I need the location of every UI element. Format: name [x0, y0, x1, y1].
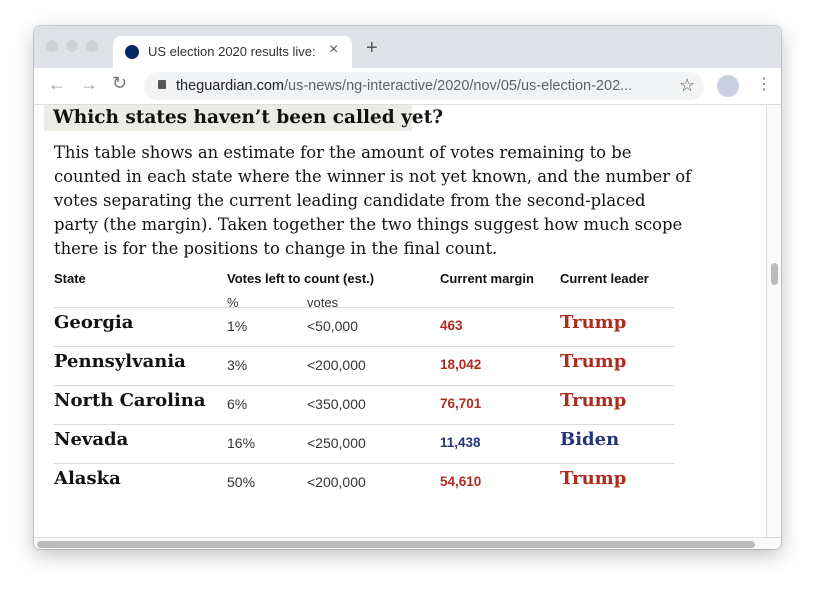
profile-avatar[interactable]: [717, 75, 739, 97]
votes-count: <200,000: [307, 474, 366, 490]
tab[interactable]: US election 2020 results live: J ×: [113, 36, 352, 68]
leader: Biden: [560, 429, 620, 450]
votes-pct: 1%: [227, 318, 248, 334]
column-header: Current margin: [440, 271, 534, 286]
scroll-thumb[interactable]: [771, 263, 778, 285]
column-header: Current leader: [560, 271, 649, 286]
votes-count: <200,000: [307, 357, 366, 373]
votes-pct: 50%: [227, 474, 256, 490]
column-header: Votes left to count (est.): [227, 271, 375, 286]
votes-count: <50,000: [307, 318, 358, 334]
row-divider: [54, 346, 674, 347]
vertical-scrollbar[interactable]: [766, 105, 781, 537]
intro: This table shows an estimate for the amo…: [54, 143, 692, 258]
margin: 18,042: [440, 357, 482, 372]
row-divider: [54, 307, 674, 308]
forward-button[interactable]: →: [80, 74, 98, 94]
state-name: Alaska: [54, 468, 121, 489]
browser-window: US election 2020 results live: J × + ← →…: [34, 26, 781, 549]
row-divider: [54, 424, 674, 425]
state-name: North Carolina: [54, 390, 206, 411]
row-divider: [54, 463, 674, 464]
leader: Trump: [560, 312, 627, 333]
row-divider: [54, 385, 674, 386]
horizontal-scrollbar[interactable]: [34, 537, 781, 549]
state-name: Georgia: [54, 312, 134, 333]
minimize-button[interactable]: [66, 40, 78, 52]
heading: Which states haven’t been called yet?: [44, 105, 443, 131]
tab-close[interactable]: ×: [329, 41, 339, 58]
votes-pct: 16%: [227, 435, 256, 451]
leader: Trump: [560, 468, 627, 489]
column-header: State: [54, 271, 86, 286]
state-name: Nevada: [54, 429, 129, 450]
margin: 11,438: [440, 435, 481, 450]
leader: Trump: [560, 351, 627, 372]
page-content: Which states haven’t been called yet? Th…: [34, 105, 766, 537]
menu-button[interactable]: ⋮: [756, 76, 772, 93]
votes-pct: 6%: [227, 396, 248, 412]
tab-strip: US election 2020 results live: J × +: [34, 26, 781, 68]
lock-icon: [158, 80, 166, 89]
back-button[interactable]: ←: [48, 74, 66, 94]
margin: 463: [440, 318, 463, 333]
state-name: Pennsylvania: [54, 351, 186, 372]
bookmark-star[interactable]: ☆: [679, 75, 696, 95]
toolbar: ← → ↻ theguardian.com/us-news/ng-interac…: [34, 68, 781, 105]
results-table: State Votes left to count (est.) Current m…: [54, 271, 674, 531]
margin: 54,610: [440, 474, 482, 489]
url-domain: theguardian.com: [176, 78, 285, 94]
url-path: /us-news/ng-interactive/2020/nov/05/us-e…: [284, 78, 633, 94]
zoom-button[interactable]: [86, 40, 98, 52]
favicon: [125, 45, 139, 59]
leader: Trump: [560, 390, 627, 411]
margin: 76,701: [440, 396, 482, 411]
votes-pct: 3%: [227, 357, 248, 373]
column-subheader: votes: [307, 295, 339, 310]
close-button[interactable]: [46, 40, 58, 52]
votes-count: <350,000: [307, 396, 366, 412]
tab-title: US election 2020 results live: J: [148, 44, 318, 59]
reload-button[interactable]: ↻: [112, 73, 128, 93]
new-tab[interactable]: +: [366, 37, 378, 59]
url: theguardian.com/us-news/ng-interactive/2…: [176, 78, 632, 94]
column-subheader: %: [227, 295, 239, 310]
votes-count: <250,000: [307, 435, 366, 451]
address-bar[interactable]: theguardian.com/us-news/ng-interactive/2…: [144, 72, 704, 100]
scroll-thumb[interactable]: [37, 541, 755, 548]
